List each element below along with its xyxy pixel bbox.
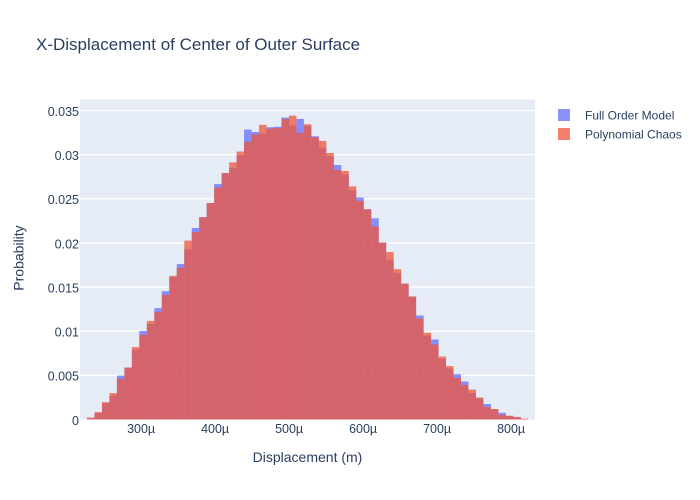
svg-text:Polynomial Chaos: Polynomial Chaos: [585, 128, 682, 142]
svg-text:0.005: 0.005: [48, 370, 79, 384]
svg-text:0.015: 0.015: [48, 281, 79, 295]
svg-text:0.03: 0.03: [55, 149, 79, 163]
svg-text:Displacement (m): Displacement (m): [253, 449, 363, 465]
svg-text:0.02: 0.02: [55, 237, 79, 251]
svg-text:300µ: 300µ: [127, 422, 155, 436]
svg-text:X-Displacement of Center of Ou: X-Displacement of Center of Outer Surfac…: [36, 35, 360, 54]
svg-text:400µ: 400µ: [201, 422, 229, 436]
svg-text:600µ: 600µ: [349, 422, 377, 436]
svg-text:700µ: 700µ: [423, 422, 451, 436]
svg-text:500µ: 500µ: [275, 422, 303, 436]
svg-text:0.01: 0.01: [55, 325, 79, 339]
svg-text:800µ: 800µ: [497, 422, 525, 436]
svg-text:Full Order Model: Full Order Model: [585, 109, 674, 123]
svg-text:0.025: 0.025: [48, 193, 79, 207]
svg-text:Probability: Probability: [11, 225, 27, 290]
svg-text:0: 0: [72, 414, 79, 428]
svg-text:0.035: 0.035: [48, 105, 79, 119]
